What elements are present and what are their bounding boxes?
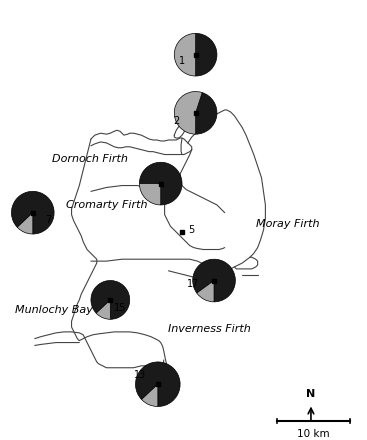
Wedge shape	[196, 33, 217, 76]
Text: 10 km: 10 km	[297, 429, 330, 439]
Wedge shape	[174, 92, 202, 134]
Text: Moray Firth: Moray Firth	[256, 219, 319, 229]
Wedge shape	[139, 183, 161, 205]
Wedge shape	[142, 384, 158, 407]
Wedge shape	[139, 162, 182, 205]
Text: 13: 13	[134, 370, 146, 380]
Wedge shape	[91, 281, 130, 319]
Text: 15: 15	[114, 303, 126, 313]
Text: N: N	[306, 389, 316, 399]
Text: Munlochy Bay: Munlochy Bay	[15, 304, 93, 315]
Wedge shape	[197, 281, 214, 302]
Wedge shape	[135, 362, 180, 407]
Text: 7: 7	[45, 216, 51, 225]
Text: Inverness Firth: Inverness Firth	[168, 324, 251, 334]
Text: 2: 2	[173, 116, 179, 125]
Text: 5: 5	[188, 225, 194, 235]
Text: Dornoch Firth: Dornoch Firth	[52, 154, 128, 165]
Wedge shape	[193, 259, 235, 302]
Wedge shape	[17, 213, 33, 234]
Wedge shape	[96, 300, 110, 319]
Wedge shape	[11, 191, 54, 234]
Text: 17: 17	[186, 279, 199, 290]
Wedge shape	[196, 92, 217, 134]
Text: Cromarty Firth: Cromarty Firth	[66, 200, 147, 210]
Wedge shape	[174, 33, 196, 76]
Text: 1: 1	[179, 55, 185, 66]
